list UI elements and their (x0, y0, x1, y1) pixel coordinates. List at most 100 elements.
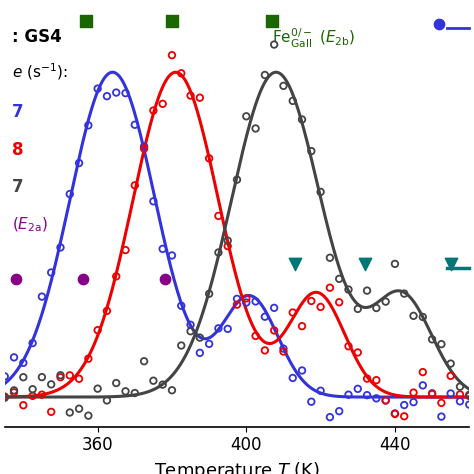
Point (336, 275, 343, 283)
Point (131, 121, 138, 128)
Point (447, 390, 455, 397)
Point (438, 413, 445, 420)
Point (308, 297, 315, 305)
Point (131, 182, 138, 189)
Point (291, 260, 299, 268)
Point (261, 71, 269, 79)
Point (177, 70, 185, 77)
Point (159, 381, 166, 388)
Point (10, 354, 18, 361)
Point (326, 254, 334, 262)
Point (243, 299, 250, 306)
Point (19, 359, 27, 367)
Point (196, 349, 204, 356)
Point (435, 20, 443, 28)
Point (363, 287, 371, 294)
Point (280, 348, 287, 356)
Point (373, 376, 380, 384)
Point (177, 342, 185, 349)
Point (317, 387, 324, 394)
Point (75, 375, 83, 383)
Point (47, 408, 55, 416)
Point (428, 390, 436, 398)
Point (196, 334, 204, 341)
Point (261, 346, 269, 354)
Point (187, 321, 194, 328)
Point (66, 190, 73, 198)
Point (84, 412, 92, 419)
Point (373, 304, 380, 312)
Point (391, 410, 399, 417)
Point (410, 312, 417, 319)
Point (410, 389, 417, 396)
Point (57, 374, 64, 381)
Point (79, 275, 87, 283)
Point (112, 89, 120, 96)
Text: : GS4: : GS4 (12, 28, 62, 46)
Point (196, 94, 204, 101)
Point (280, 82, 287, 90)
Point (252, 298, 259, 305)
Point (168, 386, 176, 394)
Point (401, 401, 408, 409)
Point (29, 339, 36, 347)
Point (103, 92, 111, 100)
Text: 7: 7 (12, 178, 24, 196)
Point (447, 260, 455, 268)
Point (112, 273, 120, 280)
X-axis label: Temperature $T$ (K): Temperature $T$ (K) (154, 460, 320, 474)
Point (317, 188, 324, 196)
Point (252, 125, 259, 132)
Point (94, 85, 101, 92)
Point (233, 301, 241, 309)
Point (57, 372, 64, 379)
Point (382, 397, 390, 404)
Point (465, 401, 473, 409)
Point (122, 246, 129, 254)
Point (177, 302, 185, 310)
Point (401, 290, 408, 297)
Point (122, 90, 129, 97)
Point (12, 275, 20, 283)
Point (308, 147, 315, 155)
Point (84, 355, 92, 363)
Point (438, 399, 445, 407)
Point (298, 322, 306, 330)
Point (289, 97, 297, 105)
Point (419, 313, 427, 321)
Point (140, 145, 148, 152)
Point (298, 367, 306, 374)
Point (243, 112, 250, 120)
Point (270, 41, 278, 48)
Point (38, 374, 46, 381)
Point (289, 309, 297, 316)
Point (354, 349, 362, 356)
Point (224, 237, 231, 245)
Point (1, 394, 9, 401)
Point (187, 92, 194, 100)
Point (224, 242, 231, 250)
Point (38, 293, 46, 301)
Point (326, 413, 334, 421)
Point (456, 383, 464, 391)
Point (205, 340, 213, 347)
Point (354, 305, 362, 313)
Point (150, 198, 157, 205)
Text: $e$ (s$^{-1}$):: $e$ (s$^{-1}$): (12, 62, 68, 82)
Point (150, 377, 157, 384)
Point (140, 143, 148, 150)
Point (205, 155, 213, 162)
Point (215, 325, 222, 332)
Point (391, 410, 399, 418)
Point (363, 392, 371, 399)
Point (373, 394, 380, 402)
Point (298, 116, 306, 123)
Point (10, 389, 18, 396)
Point (215, 212, 222, 220)
Point (1, 393, 9, 401)
Point (205, 290, 213, 298)
Point (131, 389, 138, 397)
Point (363, 375, 371, 383)
Point (159, 100, 166, 108)
Point (326, 284, 334, 292)
